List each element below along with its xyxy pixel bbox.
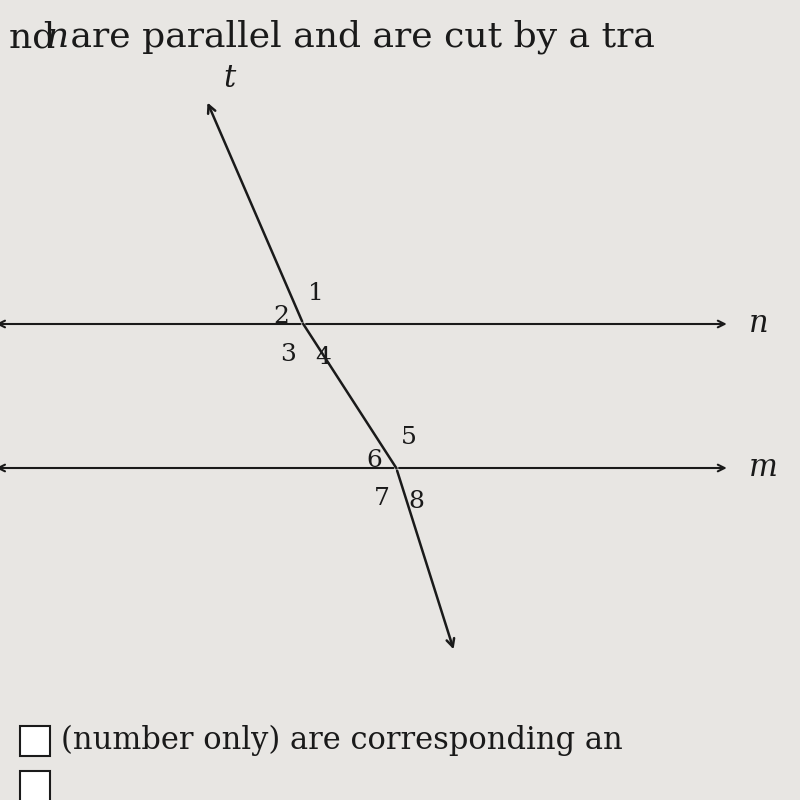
Text: (number only) are corresponding an: (number only) are corresponding an <box>62 725 623 757</box>
Text: 7: 7 <box>374 487 390 510</box>
Text: 3: 3 <box>281 343 296 366</box>
Bar <box>20 726 50 756</box>
Text: 1: 1 <box>308 282 324 305</box>
Text: 2: 2 <box>274 306 290 328</box>
Bar <box>20 771 50 800</box>
Text: t: t <box>223 62 236 94</box>
Text: n: n <box>46 20 69 54</box>
Text: 4: 4 <box>315 346 330 369</box>
Text: m: m <box>749 453 778 483</box>
Text: 5: 5 <box>401 426 417 449</box>
Text: are parallel and are cut by a tra: are parallel and are cut by a tra <box>59 20 655 54</box>
Text: nd: nd <box>9 20 66 54</box>
Text: 8: 8 <box>408 490 424 513</box>
Text: 6: 6 <box>366 450 382 472</box>
Text: n: n <box>749 309 769 339</box>
